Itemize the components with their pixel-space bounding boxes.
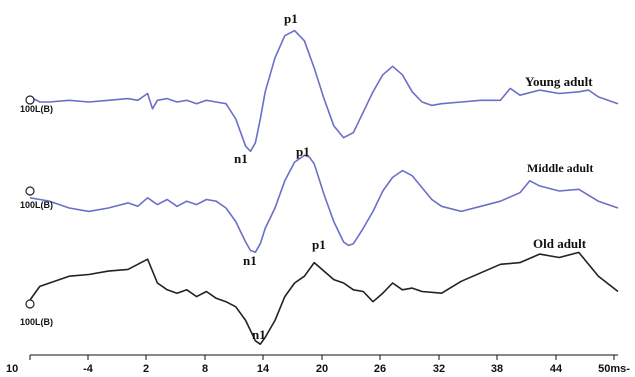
x-tick-label: 2 — [143, 363, 149, 375]
x-tick-label: 38 — [491, 363, 503, 375]
series-name-label: Old adult — [533, 236, 587, 251]
peak-label-n1: n1 — [234, 151, 248, 166]
series-line — [29, 251, 619, 345]
x-tick-label: 44 — [550, 363, 563, 375]
channel-label: 100L(B) — [20, 317, 53, 327]
x-tick-label: 26 — [374, 363, 386, 375]
series-name-label: Middle adult — [527, 161, 593, 175]
peak-label-n1: n1 — [252, 327, 266, 342]
channel-marker — [25, 299, 35, 309]
x-tick-label: 50ms- — [598, 363, 630, 375]
peak-label-p1: p1 — [296, 144, 310, 159]
x-tick-label: 10 — [6, 363, 18, 375]
peak-label-p1: p1 — [284, 11, 298, 26]
channel-label: 100L(B) — [20, 200, 53, 210]
series-name-label: Young adult — [525, 74, 593, 89]
series-line — [29, 154, 619, 253]
channel-label: 100L(B) — [20, 104, 53, 114]
x-tick-label: 32 — [433, 363, 445, 375]
x-tick-label: -4 — [83, 363, 94, 375]
channel-marker — [25, 186, 35, 196]
x-tick-label: 14 — [257, 363, 270, 375]
series-line — [29, 29, 619, 153]
x-tick-label: 20 — [316, 363, 328, 375]
peak-label-n1: n1 — [243, 253, 257, 268]
peak-label-p1: p1 — [312, 237, 326, 252]
channel-marker — [25, 95, 35, 105]
x-tick-label: 8 — [202, 363, 208, 375]
